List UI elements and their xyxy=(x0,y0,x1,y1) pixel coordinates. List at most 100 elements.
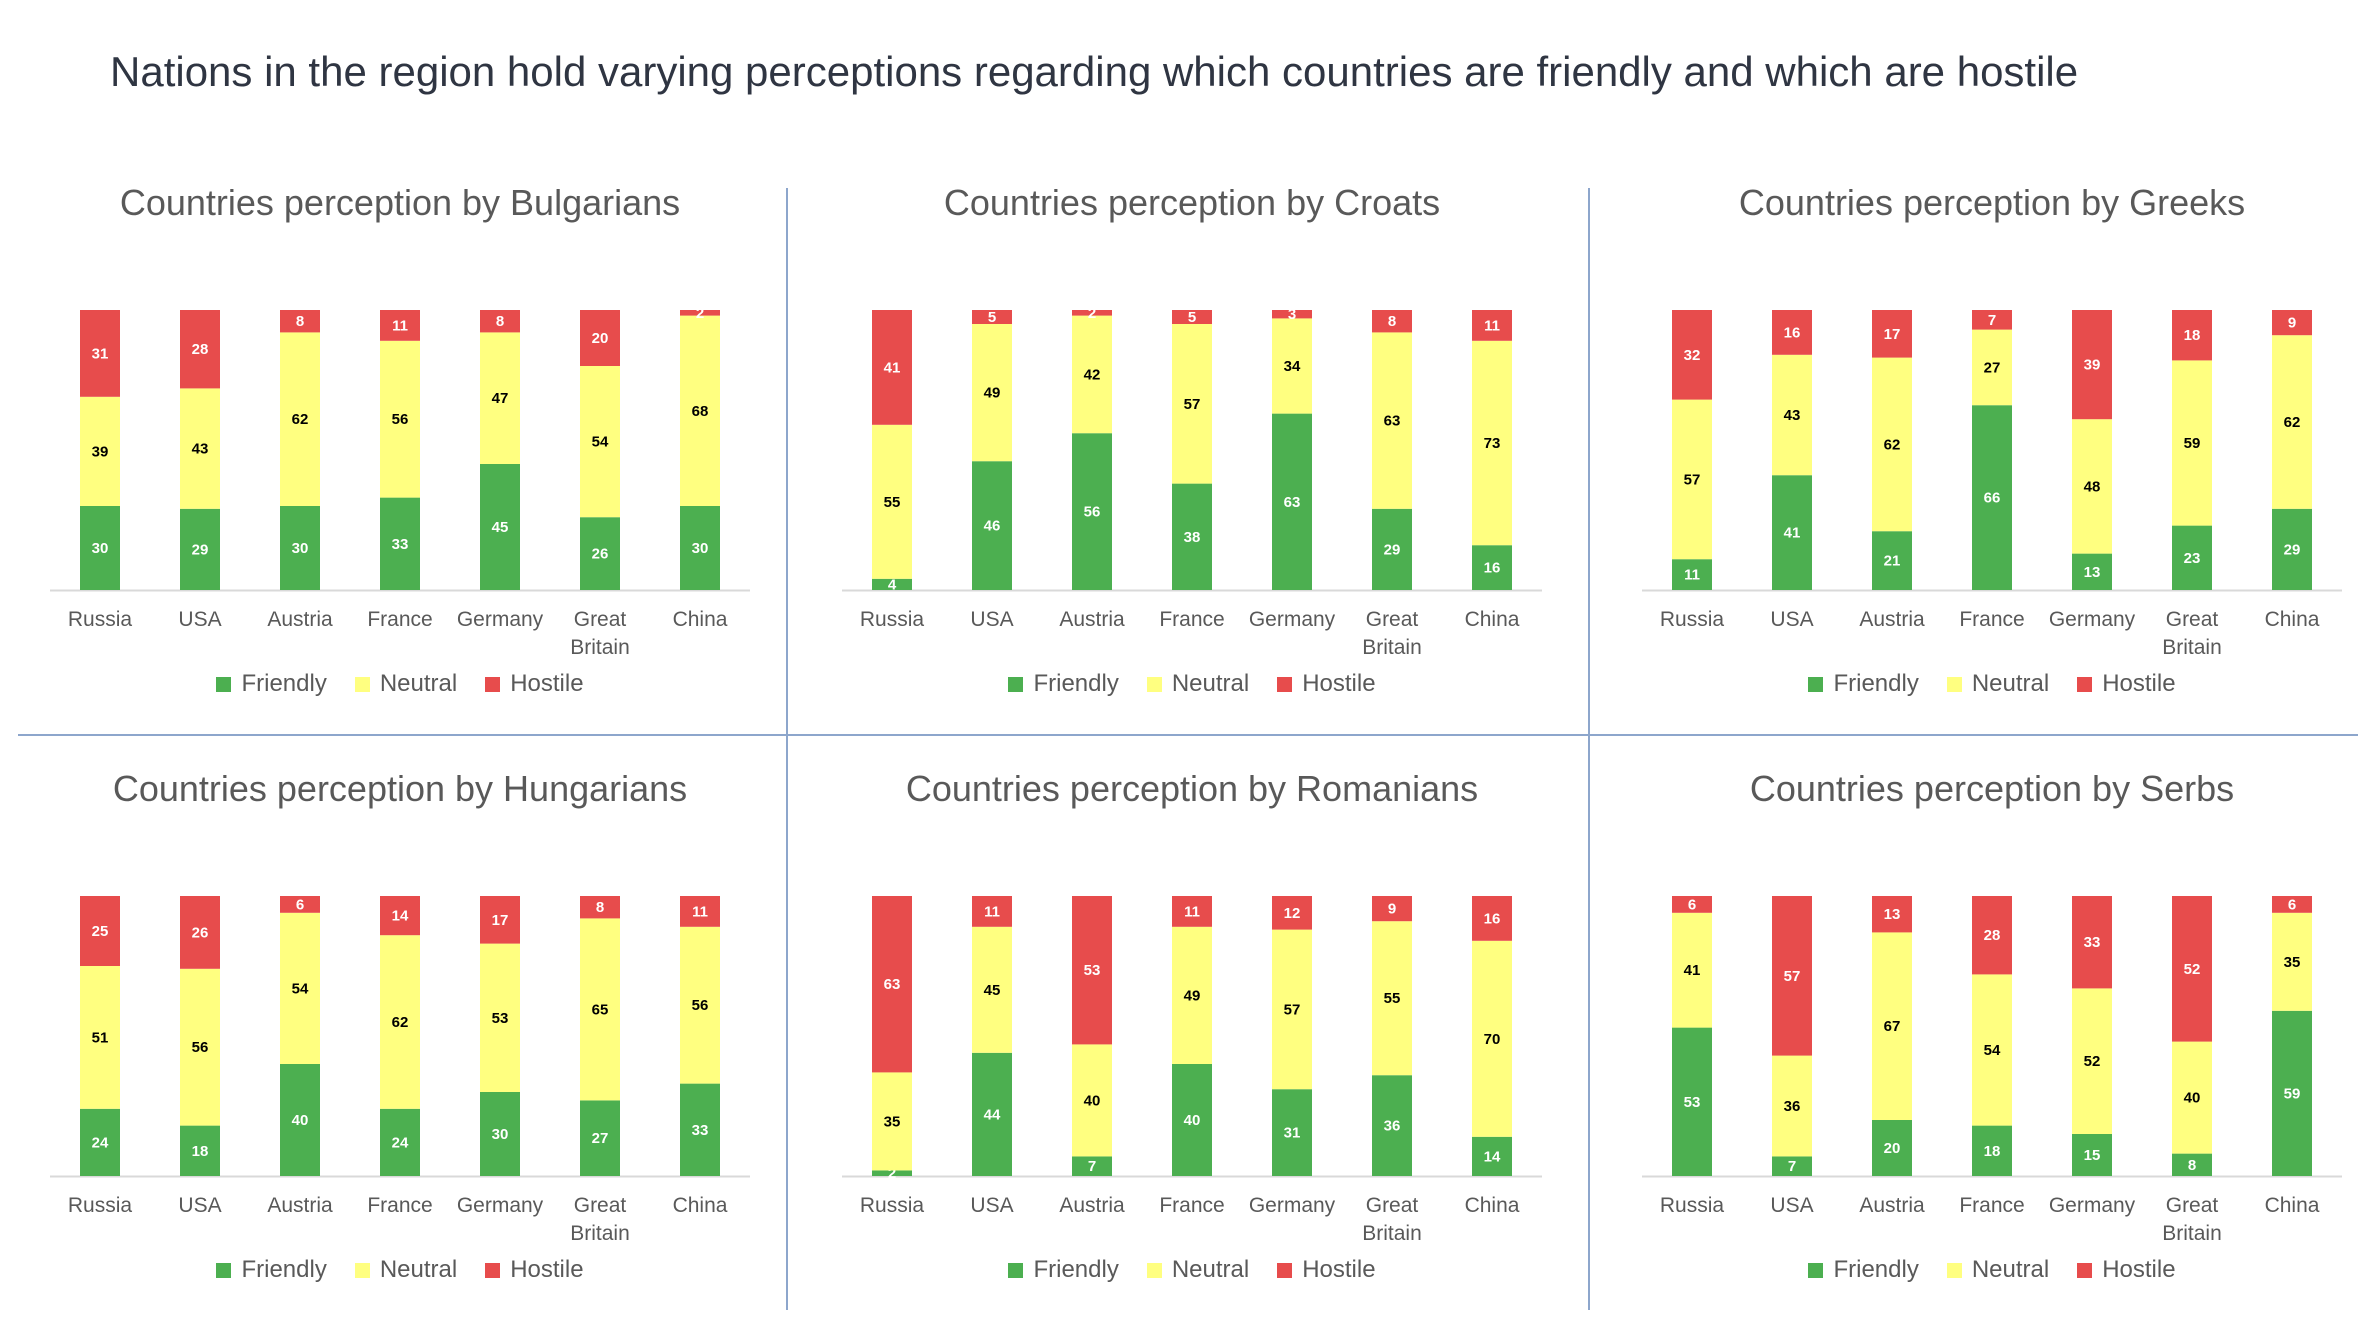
chart-panel-hungarians: Countries perception by Hungarians 24 51 2… xyxy=(20,756,780,1296)
bar-hostile-usa xyxy=(972,310,1012,324)
bar-hostile-germany xyxy=(2072,896,2112,989)
data-label-neutral-austria: 42 xyxy=(1084,366,1101,383)
x-tick-label-russia: Russia xyxy=(1660,1194,1725,1217)
bar-neutral-great-britain xyxy=(1372,332,1412,509)
data-label-friendly-usa: 18 xyxy=(192,1143,209,1160)
data-label-friendly-usa: 29 xyxy=(192,541,209,558)
data-label-hostile-austria: 17 xyxy=(1884,326,1901,343)
bar-hostile-great-britain xyxy=(2172,896,2212,1042)
bar-friendly-russia xyxy=(872,578,912,590)
data-label-hostile-great-britain: 8 xyxy=(1388,313,1396,330)
bar-hostile-usa xyxy=(1772,896,1812,1056)
bar-neutral-austria xyxy=(280,332,320,506)
data-label-neutral-china: 56 xyxy=(692,997,709,1014)
data-label-hostile-russia: 63 xyxy=(884,976,901,993)
bar-hostile-russia xyxy=(80,896,120,966)
data-label-hostile-china: 11 xyxy=(1484,317,1500,334)
bar-friendly-china xyxy=(2272,1010,2312,1176)
data-label-hostile-france: 14 xyxy=(392,908,409,925)
data-label-friendly-russia: 24 xyxy=(92,1134,109,1151)
data-label-neutral-austria: 62 xyxy=(1884,436,1901,453)
data-label-neutral-great-britain: 40 xyxy=(2184,1090,2201,1107)
bar-neutral-austria xyxy=(1072,315,1112,434)
x-tick-label-great-britain: Great Britain xyxy=(1362,1194,1422,1245)
bar-neutral-germany xyxy=(1272,929,1312,1090)
bar-friendly-china xyxy=(680,1083,720,1176)
bar-neutral-germany xyxy=(2072,419,2112,554)
bar-friendly-germany xyxy=(2072,1134,2112,1176)
bar-hostile-usa xyxy=(972,896,1012,927)
data-label-friendly-france: 33 xyxy=(392,536,409,553)
x-tick-label-usa: USA xyxy=(1770,1194,1813,1217)
legend-swatch-neutral xyxy=(354,1262,370,1278)
data-label-hostile-russia: 32 xyxy=(1684,347,1701,364)
legend-item-hostile: Hostile xyxy=(2077,670,2176,698)
bar-neutral-france xyxy=(1172,926,1212,1064)
bar-hostile-china xyxy=(2272,310,2312,336)
bar-hostile-austria xyxy=(280,310,320,333)
legend-item-hostile: Hostile xyxy=(1277,1256,1376,1284)
bar-friendly-usa xyxy=(180,1125,220,1176)
data-label-friendly-great-britain: 23 xyxy=(2184,550,2201,567)
legend-label-hostile: Hostile xyxy=(2102,1256,2176,1283)
bar-neutral-usa xyxy=(180,968,220,1126)
data-label-hostile-germany: 12 xyxy=(1284,905,1301,922)
bar-friendly-usa xyxy=(972,1052,1012,1176)
bar-friendly-germany xyxy=(480,464,520,590)
data-label-neutral-germany: 57 xyxy=(1284,1001,1301,1018)
legend-swatch-neutral xyxy=(1946,676,1962,692)
legend-label-friendly: Friendly xyxy=(241,670,327,697)
data-label-friendly-germany: 15 xyxy=(2084,1147,2101,1164)
bar-hostile-great-britain xyxy=(580,310,620,366)
data-label-neutral-great-britain: 54 xyxy=(592,434,609,451)
data-label-neutral-usa: 43 xyxy=(1784,407,1801,424)
data-label-friendly-great-britain: 26 xyxy=(592,546,609,563)
x-tick-label-china: China xyxy=(673,608,728,631)
x-tick-label-china: China xyxy=(673,1194,728,1217)
chart-title: Countries perception by Hungarians xyxy=(112,768,688,809)
divider-vertical-top-right xyxy=(1588,188,1590,735)
bar-hostile-russia xyxy=(1672,896,1712,913)
data-label-friendly-austria: 30 xyxy=(292,540,309,557)
legend-item-neutral: Neutral xyxy=(354,1256,457,1284)
data-label-neutral-russia: 35 xyxy=(884,1113,901,1130)
bar-neutral-austria xyxy=(1872,932,1912,1120)
bar-neutral-france xyxy=(380,935,420,1109)
chart-title: Countries perception by Bulgarians xyxy=(119,182,681,223)
data-label-hostile-germany: 33 xyxy=(2084,934,2101,951)
data-label-friendly-germany: 63 xyxy=(1284,494,1301,511)
bar-friendly-russia xyxy=(1672,559,1712,590)
data-label-hostile-china: 6 xyxy=(2288,896,2296,913)
bar-hostile-france xyxy=(1972,310,2012,330)
x-tick-label-russia: Russia xyxy=(1660,608,1725,631)
bar-neutral-china xyxy=(680,315,720,506)
x-tick-label-france: France xyxy=(367,608,432,631)
data-label-neutral-france: 54 xyxy=(1984,1042,2001,1059)
bar-friendly-usa xyxy=(1772,1156,1812,1176)
legend-swatch-neutral xyxy=(1146,1262,1162,1278)
chart-plot: 53 41 6 Russia 7 36 57 USA 20 67 13 Austria 18 54 28 Fr… xyxy=(1642,896,2342,1245)
data-label-hostile-usa: 11 xyxy=(984,903,1000,920)
data-label-hostile-china: 16 xyxy=(1484,910,1501,927)
legend-swatch-friendly xyxy=(1808,676,1824,692)
bar-hostile-russia xyxy=(872,896,912,1073)
bar-friendly-usa xyxy=(180,508,220,590)
x-tick-label-great-britain: Great Britain xyxy=(1362,608,1422,659)
bar-hostile-germany xyxy=(2072,310,2112,420)
bar-friendly-great-britain xyxy=(2172,525,2212,590)
data-label-friendly-austria: 20 xyxy=(1884,1140,1901,1157)
bar-hostile-russia xyxy=(1672,310,1712,400)
bar-friendly-germany xyxy=(2072,553,2112,590)
bar-hostile-usa xyxy=(1772,310,1812,355)
chart-legend: Friendly Neutral Hostile xyxy=(20,670,780,698)
data-label-friendly-germany: 45 xyxy=(492,519,509,536)
bar-friendly-great-britain xyxy=(1372,1075,1412,1176)
data-label-friendly-usa: 44 xyxy=(984,1106,1001,1123)
data-label-hostile-austria: 53 xyxy=(1084,962,1101,979)
data-label-hostile-austria: 2 xyxy=(1088,305,1096,322)
x-tick-label-usa: USA xyxy=(1770,608,1813,631)
data-label-hostile-austria: 13 xyxy=(1884,906,1901,923)
data-label-hostile-great-britain: 9 xyxy=(1388,901,1396,918)
divider-horizontal xyxy=(18,734,2358,736)
legend-item-neutral: Neutral xyxy=(1146,1256,1249,1284)
